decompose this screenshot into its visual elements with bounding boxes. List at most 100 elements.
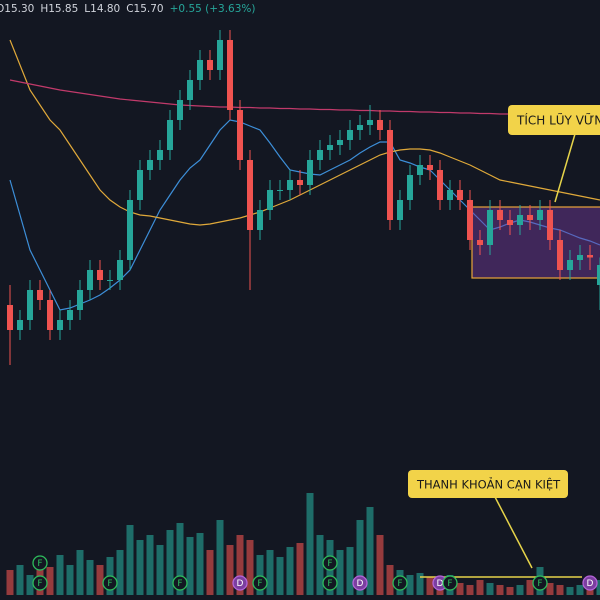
volume-bar bbox=[466, 585, 474, 595]
candle-body bbox=[457, 190, 463, 200]
event-marker bbox=[232, 575, 248, 591]
event-label: F bbox=[327, 579, 332, 589]
ma-line bbox=[9, 39, 600, 226]
candle-body bbox=[27, 290, 33, 320]
volume-bar bbox=[336, 550, 344, 595]
header-item: L14.80 bbox=[84, 3, 120, 15]
event-marker bbox=[352, 575, 368, 591]
volume-bar bbox=[456, 583, 464, 595]
event-marker bbox=[392, 575, 408, 591]
candle-body bbox=[237, 110, 243, 160]
candle-body bbox=[337, 140, 343, 145]
event-label: F bbox=[397, 579, 402, 589]
candle-body bbox=[307, 160, 313, 185]
candle-body bbox=[157, 150, 163, 160]
candle-body bbox=[7, 305, 13, 330]
volume-bar bbox=[236, 535, 244, 595]
volume-bar bbox=[306, 493, 314, 595]
volume-bar bbox=[186, 537, 194, 595]
candle-body bbox=[97, 270, 103, 280]
candle-body bbox=[597, 265, 600, 285]
volume-bar bbox=[156, 545, 164, 595]
volume-bar bbox=[96, 565, 104, 595]
volume-bar bbox=[416, 573, 424, 595]
candle-body bbox=[537, 210, 543, 220]
ma-layer bbox=[9, 39, 600, 311]
event-label: D bbox=[587, 579, 594, 589]
candle-body bbox=[587, 255, 593, 258]
volume-bar bbox=[316, 535, 324, 595]
candle-body bbox=[137, 170, 143, 200]
event-label: F bbox=[257, 579, 262, 589]
candle-body bbox=[287, 180, 293, 190]
event-label: D bbox=[437, 579, 444, 589]
header: O15.30 H15.85 L14.80 C15.70 +0.55 (+3.63%) bbox=[0, 3, 256, 15]
candle-body bbox=[127, 200, 133, 260]
candle-body bbox=[57, 320, 63, 330]
event-marker bbox=[532, 575, 548, 591]
volume-bar bbox=[426, 577, 434, 595]
candle-body bbox=[297, 180, 303, 185]
candle-body bbox=[37, 290, 43, 300]
event-label: F bbox=[107, 579, 112, 589]
event-marker bbox=[32, 575, 48, 591]
volume-bar bbox=[296, 543, 304, 595]
volume-bar bbox=[506, 587, 514, 595]
candle-body bbox=[357, 125, 363, 130]
candle-body bbox=[197, 60, 203, 80]
candle-body bbox=[167, 120, 173, 150]
event-marker bbox=[252, 575, 268, 591]
volume-bar bbox=[166, 530, 174, 595]
candle-body bbox=[187, 80, 193, 100]
consolidation-box bbox=[471, 206, 600, 279]
candle-body bbox=[77, 290, 83, 310]
candle-body bbox=[87, 270, 93, 290]
candle-body bbox=[277, 190, 283, 191]
ma-line bbox=[9, 79, 600, 116]
volume-bar bbox=[526, 580, 534, 595]
candle-body bbox=[107, 280, 113, 281]
marker-layer: FFF F D F FFD F D F F D bbox=[32, 555, 598, 591]
candle-body bbox=[207, 60, 213, 70]
candle-body bbox=[497, 210, 503, 220]
volume-bar bbox=[566, 587, 574, 595]
candle-layer bbox=[7, 30, 600, 365]
event-marker bbox=[102, 575, 118, 591]
volume-bar bbox=[56, 555, 64, 595]
candle-body bbox=[517, 215, 523, 225]
volume-bar bbox=[16, 565, 24, 595]
volume-bar bbox=[276, 557, 284, 595]
candle-body bbox=[507, 220, 513, 225]
event-label: F bbox=[177, 579, 182, 589]
candle-body bbox=[227, 40, 233, 110]
candle-body bbox=[447, 190, 453, 200]
event-marker bbox=[32, 555, 48, 571]
volume-bar bbox=[136, 540, 144, 595]
candle-body bbox=[47, 300, 53, 330]
candle-body bbox=[417, 165, 423, 175]
volume-bar bbox=[596, 580, 600, 595]
event-label: D bbox=[237, 579, 244, 589]
event-label: F bbox=[37, 559, 42, 569]
volume-bar bbox=[516, 585, 524, 595]
event-marker bbox=[582, 575, 598, 591]
volume-bar bbox=[126, 525, 134, 595]
candle-body bbox=[257, 210, 263, 230]
candle-body bbox=[367, 120, 373, 125]
volume-bar bbox=[146, 535, 154, 595]
volume-bar bbox=[496, 585, 504, 595]
callout-box bbox=[508, 105, 600, 135]
event-label: F bbox=[327, 559, 332, 569]
volume-bar bbox=[346, 547, 354, 595]
volume-bar bbox=[86, 560, 94, 595]
candle-body bbox=[407, 175, 413, 200]
volume-bar bbox=[486, 583, 494, 595]
candle-body bbox=[267, 190, 273, 210]
candle-body bbox=[317, 150, 323, 160]
volume-bar bbox=[576, 585, 584, 595]
event-label: D bbox=[357, 579, 364, 589]
candle-body bbox=[17, 320, 23, 330]
volume-bar bbox=[546, 583, 554, 595]
